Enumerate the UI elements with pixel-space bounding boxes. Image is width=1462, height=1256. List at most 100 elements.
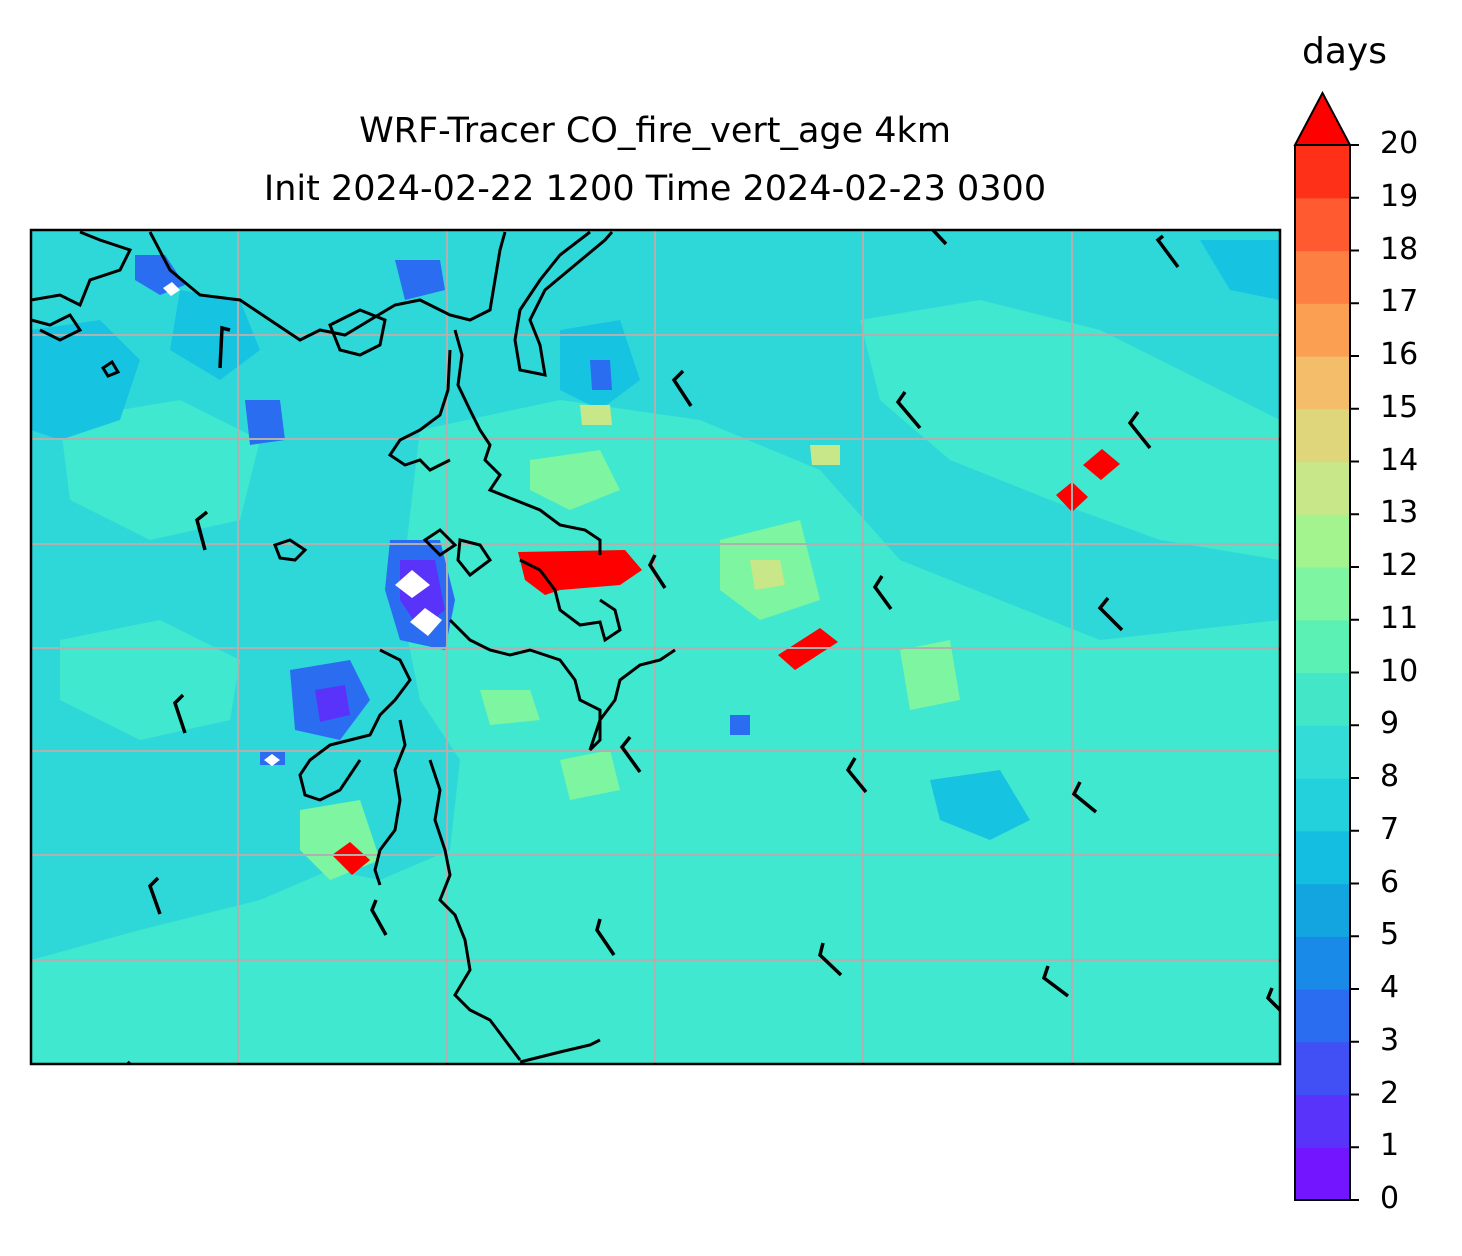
colorbar-band [1295,303,1350,357]
map-panel [31,230,1280,1064]
contour-region-9-11 [560,750,620,800]
colorbar-ticks [1350,144,1359,1201]
colorbar-band [1295,567,1350,621]
wind-barb [1097,596,1124,632]
colorbar-tick-label: 2 [1380,1075,1400,1111]
colorbar-band [1295,672,1350,726]
coastline [298,648,412,802]
coastline [387,349,452,472]
colorbar-tick-label: 15 [1380,389,1419,425]
colorbar-band [1295,1147,1350,1201]
coastline [456,538,493,578]
colorbar-band [1295,778,1350,832]
colorbar-extend-max-triangle [1293,90,1352,146]
wind-barb [1155,234,1180,269]
contour-region-12-14 [810,445,840,465]
wind-barb [818,942,843,977]
coastline [453,329,602,555]
contour-region-20-plus [332,842,370,875]
coastline [273,538,308,562]
colorbar-band [1295,250,1350,304]
colorbar-tick-label: 16 [1380,337,1419,372]
colorbar-tick-label: 14 [1380,442,1419,478]
colorbar-band [1295,408,1350,463]
coastline [448,618,676,752]
contour-region-6 [31,320,140,440]
colorbar-band [1295,1094,1350,1148]
colorbar-tick-label: 5 [1380,917,1400,953]
wind-barb [931,230,948,246]
colorbar-tick-label: 20 [1380,126,1419,161]
colorbar-band [1295,356,1350,410]
contour-region-9-11 [900,640,960,710]
contour-region-2-4 [730,715,750,735]
coastline [31,313,83,342]
colorbar-band [1295,989,1350,1043]
colorbar-tick-label: 7 [1380,811,1400,847]
contour-region-2-4 [395,260,445,300]
colorbar-band [1295,936,1350,990]
contour-region-6 [1200,240,1280,300]
contour-region-7-8 [860,300,1280,560]
colorbar-tick-label: 0 [1380,1181,1400,1216]
wind-barb [195,510,209,551]
colorbar-band [1295,1041,1350,1096]
wind-barb [647,554,667,589]
colorbar-tick-label: 8 [1380,759,1400,794]
wind-barb [895,390,922,430]
wind-barb [595,918,616,956]
wind-barb [147,876,162,915]
contour-region-below-range [410,608,442,636]
colorbar-tick-label: 4 [1380,970,1400,1005]
contour-region-20-plus [1083,449,1120,480]
colorbar-band [1295,830,1350,885]
wind-barb [1265,987,1280,1012]
colorbar-band [1295,461,1350,515]
contour-region-2-4 [590,360,612,390]
colorbar [1293,90,1352,1201]
wind-barb [218,325,231,369]
colorbar-tick-label: 3 [1380,1022,1400,1058]
wind-barb [1041,965,1070,998]
coastline [373,719,407,886]
contour-region-12-14 [750,560,785,590]
colorbar-band [1295,883,1350,937]
coastline [519,1038,601,1064]
colorbar-tick-label: 10 [1380,653,1419,689]
colorbar-tick-label: 19 [1380,178,1419,214]
gridlines [31,230,1280,1064]
contour-region-2-4 [245,400,285,445]
colorbar-tick-label: 6 [1380,864,1400,900]
wind-barb [619,735,642,774]
wind-barb [845,757,868,794]
contour-region-0-2 [315,685,350,722]
contour-region-12-14 [580,405,612,425]
chart-title-line1: WRF-Tracer CO_fire_vert_age 4km [359,111,951,151]
colorbar-band [1295,197,1350,252]
chart-title-line2: Init 2024-02-22 1200 Time 2024-02-23 030… [263,169,1047,209]
contour-region-6 [930,770,1030,840]
coastline [328,308,387,357]
coastline [100,359,121,378]
coastline [519,558,622,643]
colorbar-units-label: days [1302,31,1387,72]
contour-region-9-11 [480,690,540,725]
coastline [428,759,522,1061]
contour-region-9-11 [530,450,620,510]
colorbar-tick-label: 12 [1380,548,1419,583]
contour-region-below-range [163,282,180,296]
colorbar-band [1295,725,1350,779]
coastline [513,230,614,377]
wind-barb [1071,781,1098,814]
colorbar-tick-label: 1 [1380,1128,1400,1164]
contour-region-7-8 [60,620,240,740]
map-frame [29,228,1282,1066]
colorbar-band [1295,619,1350,674]
wind-barb [1127,410,1152,450]
colorbar-band [1295,514,1350,568]
colorbar-tick-label: 13 [1380,495,1419,531]
coastline-layer [31,230,676,1064]
colorbar-tick-label: 17 [1380,284,1419,320]
colorbar-band [1295,145,1350,199]
